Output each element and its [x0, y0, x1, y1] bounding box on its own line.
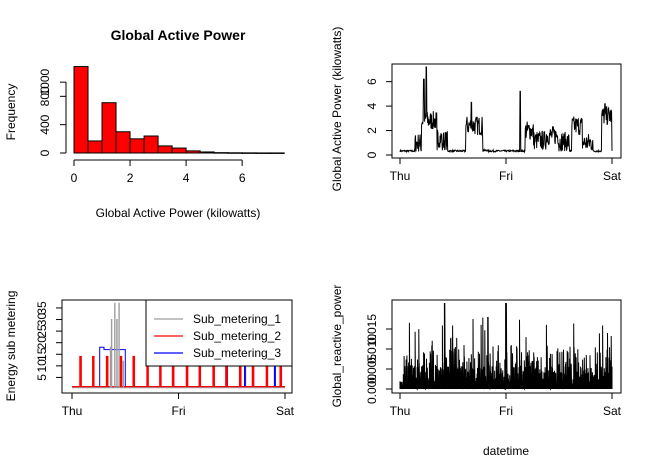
histogram-bar-4: [129, 138, 145, 154]
histogram-bar-11: [227, 152, 243, 154]
histogram-bar-5: [143, 135, 159, 154]
sub-metering-x-tick-label-sat: Sat: [276, 404, 295, 418]
active-power-ylabel: Global Active Power (kilowatts): [330, 27, 344, 192]
histogram-title: Global Active Power: [111, 27, 246, 43]
active-power-panel: Thu Fri Sat 0 2 4 6 Global Active Power (kilow…: [330, 27, 622, 192]
sub-metering-y-tick-label-0: 5: [35, 374, 49, 381]
histogram-x-tick-label-2: 2: [127, 171, 134, 185]
histogram-bar-6: [157, 145, 173, 154]
reactive-power-x-tick-label-fri: Fri: [499, 404, 513, 418]
active-power-series-line: [399, 66, 613, 154]
histogram-bar-7: [171, 147, 187, 154]
sub-metering-y-tick-label-2: 15: [35, 347, 49, 361]
histogram-y-tick-label-1000: 1000: [38, 68, 52, 95]
legend-label-sub-metering-2: Sub_metering_2: [193, 329, 281, 343]
histogram-x-tick-label-6: 6: [239, 171, 246, 185]
active-power-x-tick-label-fri: Fri: [499, 169, 513, 183]
histogram-bar-9: [199, 151, 215, 154]
active-power-x-tick-label-sat: Sat: [603, 169, 622, 183]
reactive-power-xlabel: datetime: [483, 444, 529, 458]
legend-label-sub-metering-3: Sub_metering_3: [193, 346, 281, 360]
histogram-bar-12: [241, 152, 257, 154]
legend-box: [145, 299, 293, 367]
histogram-y-tick-label-0: 0: [38, 149, 52, 156]
histogram-y-tick-label-400: 400: [38, 114, 52, 134]
histogram-bar-3: [115, 131, 131, 154]
active-power-x-tick-label-thu: Thu: [390, 169, 411, 183]
reactive-power-x-tick-label-sat: Sat: [603, 404, 622, 418]
reactive-power-y-tick-label-3: 0.015: [365, 314, 379, 344]
histogram-bar-1: [87, 140, 103, 154]
histogram-bar-2: [101, 102, 117, 154]
active-power-y-tick-label-0: 0: [365, 151, 379, 158]
sub-metering-1-series-line: [72, 302, 285, 389]
sub-metering-legend: Sub_metering_1 Sub_metering_2 Sub_meteri…: [145, 299, 293, 367]
reactive-power-x-tick-label-thu: Thu: [390, 404, 411, 418]
sub-metering-y-tick-label-3: 20: [35, 336, 49, 350]
reactive-power-y-tick-label-0: 0.000: [365, 374, 379, 404]
reactive-power-y-tick-label-2: 0.010: [365, 334, 379, 364]
sub-metering-y-tick-label-4: 25: [35, 324, 49, 338]
histogram-bar-0: [73, 66, 89, 154]
sub-metering-y-tick-label-5: 30: [35, 313, 49, 327]
histogram-y-tick-label-800: 800: [38, 86, 52, 106]
sub-metering-y-tick-label-6: 35: [35, 301, 49, 315]
histogram-bar-10: [213, 152, 229, 154]
histogram-ylabel: Frequency: [4, 84, 18, 141]
reactive-power-y-tick-label-1: 0.005: [365, 354, 379, 384]
sub-metering-y-tick-label-1: 10: [35, 359, 49, 373]
histogram-bar-13: [255, 152, 271, 154]
histogram-x-tick-label-0: 0: [71, 171, 78, 185]
reactive-power-ylabel: Global_reactive_power: [330, 285, 344, 408]
sub-metering-x-tick-label-fri: Fri: [172, 404, 186, 418]
sub-metering-x-tick-label-thu: Thu: [62, 404, 83, 418]
active-power-y-tick-label-3: 6: [365, 78, 379, 85]
legend-label-sub-metering-1: Sub_metering_1: [193, 312, 281, 326]
active-power-y-tick-label-2: 4: [365, 102, 379, 109]
reactive-power-series-line: [399, 302, 613, 391]
histogram-bar-8: [185, 150, 201, 154]
histogram-bar-14: [269, 152, 285, 154]
histogram-bars: [73, 66, 285, 154]
active-power-axes: Thu Fri Sat 0 2 4 6: [365, 78, 622, 183]
active-power-y-tick-label-1: 2: [365, 127, 379, 134]
histogram-x-tick-label-4: 4: [183, 171, 190, 185]
sub-metering-ylabel: Energy sub metering: [4, 291, 18, 402]
histogram-xlabel: Global Active Power (kilowatts): [96, 206, 261, 220]
